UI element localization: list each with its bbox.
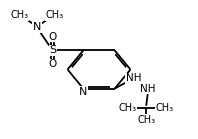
Text: CH₃: CH₃: [46, 10, 64, 20]
Text: CH₃: CH₃: [118, 103, 137, 113]
Text: CH₃: CH₃: [156, 103, 174, 113]
Text: O: O: [49, 32, 57, 42]
Text: N: N: [33, 22, 41, 32]
Text: O: O: [49, 59, 57, 69]
Text: NH: NH: [140, 84, 156, 94]
Text: CH₃: CH₃: [10, 10, 29, 20]
Text: CH₃: CH₃: [137, 115, 155, 125]
Text: N: N: [79, 87, 88, 97]
Text: S: S: [49, 45, 56, 55]
Text: NH: NH: [126, 73, 141, 83]
